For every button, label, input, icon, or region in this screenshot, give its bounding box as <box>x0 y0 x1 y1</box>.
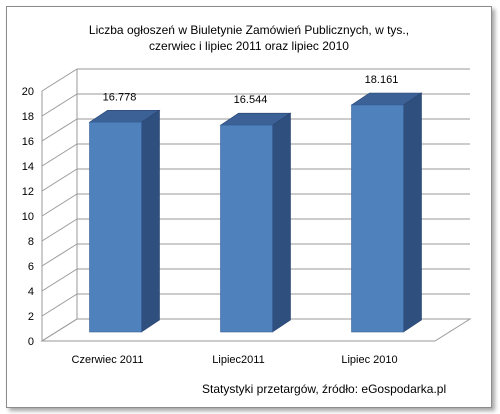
bar-side-2 <box>403 92 422 333</box>
x-tick-label-2: Lipiec 2010 <box>341 354 397 366</box>
x-tick-label-1: Lipiec2011 <box>212 354 264 366</box>
bar-0 <box>89 121 142 333</box>
bar-1 <box>220 124 273 333</box>
wall-line-2 <box>41 268 78 292</box>
data-label-1: 16.544 <box>234 94 268 106</box>
y-tick-label-5: 10 <box>22 211 34 223</box>
y-tick-label-9: 18 <box>22 111 34 123</box>
wall-line-8 <box>41 118 78 142</box>
wall-line-6 <box>41 168 78 192</box>
bar-side-0 <box>141 109 160 333</box>
chart-frame: Liczba ogłoszeń w Biuletynie Zamówień Pu… <box>6 6 492 408</box>
y-tick-label-6: 12 <box>22 186 34 198</box>
bar-2 <box>351 104 404 333</box>
chart-title: Liczba ogłoszeń w Biuletynie Zamówień Pu… <box>7 22 491 54</box>
y-tick-label-3: 6 <box>28 261 34 273</box>
y-tick-label-1: 2 <box>28 311 34 323</box>
x-tick-label-0: Czerwiec 2011 <box>72 354 144 366</box>
bar-chart: 0 2 4 6 8 10 12 14 16 18 20 16.778 Czerwiec 2011 16.5… <box>22 68 472 366</box>
wall-line-10 <box>41 68 78 92</box>
chart-title-line-1: Liczba ogłoszeń w Biuletynie Zamówień Pu… <box>88 23 410 37</box>
chart-title-line-2: czerwiec i lipiec 2011 oraz lipiec 2010 <box>149 39 349 53</box>
y-tick-label-10: 20 <box>22 86 34 98</box>
source-caption: Statystyki przetargów, źródło: eGospodar… <box>202 382 447 396</box>
wall-line-1 <box>41 293 78 317</box>
floor <box>40 318 472 342</box>
y-tick-label-8: 16 <box>22 136 34 148</box>
y-tick-label-4: 8 <box>28 236 34 248</box>
y-tick-label-7: 14 <box>22 161 34 173</box>
bar-side-1 <box>272 112 291 333</box>
wall-line-9 <box>41 93 78 117</box>
y-tick-label-2: 4 <box>28 286 34 298</box>
data-label-2: 18.161 <box>365 74 399 86</box>
wall-line-4 <box>41 218 78 242</box>
wall-line-3 <box>41 243 78 267</box>
data-label-0: 16.778 <box>103 91 137 103</box>
wall-line-7 <box>41 143 78 167</box>
y-tick-label-0: 0 <box>28 336 34 348</box>
wall-line-5 <box>41 193 78 217</box>
